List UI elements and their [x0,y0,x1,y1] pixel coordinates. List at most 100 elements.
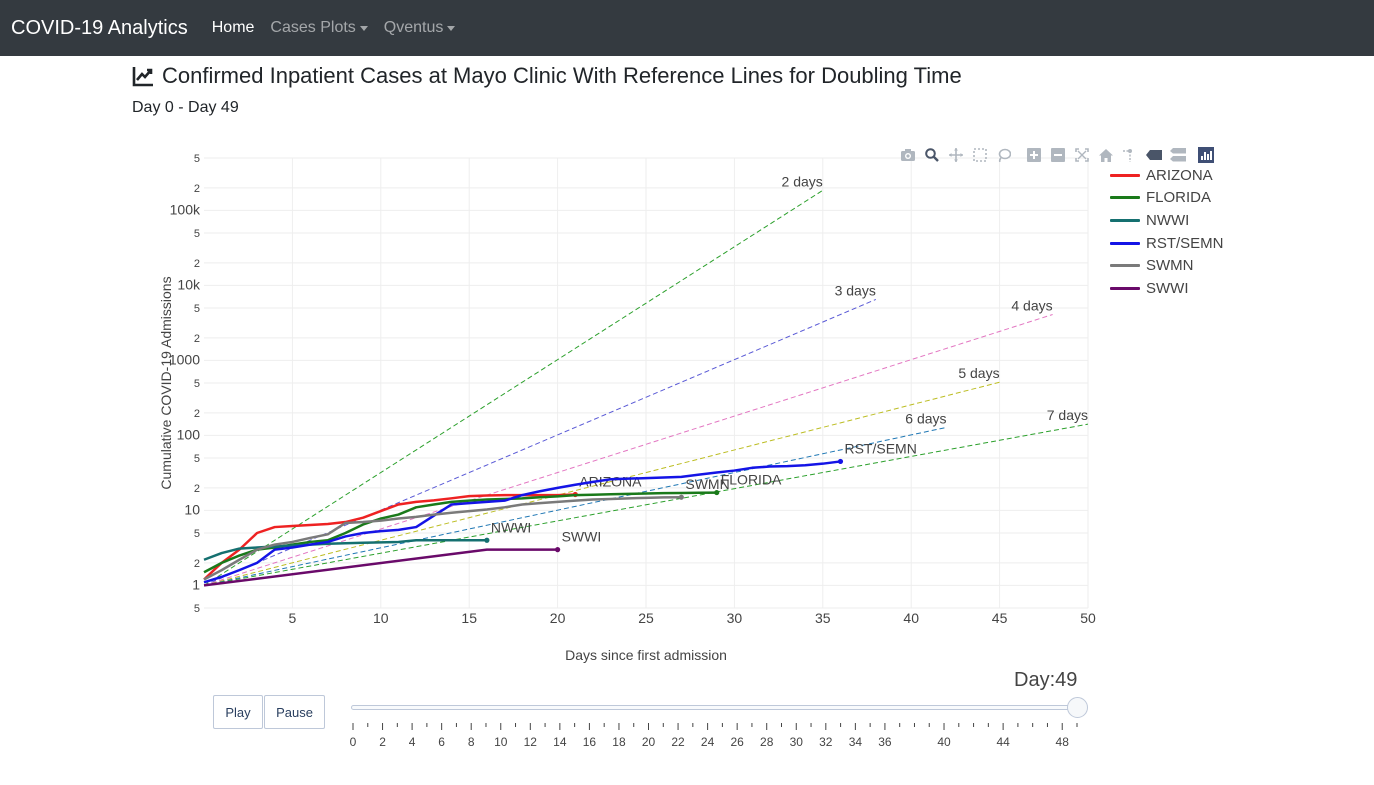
zoom-in-icon[interactable] [1024,145,1044,165]
slider-tick-label: 32 [819,735,833,749]
legend-item-nwwi[interactable]: NWWI [1110,209,1224,232]
legend-item-swmn[interactable]: SWMN [1110,254,1224,277]
slider-tick-label: 2 [379,735,386,749]
y-tick-label: 1 [192,576,200,592]
y-tick-label: 5 [194,528,200,540]
series-end-label: FLORIDA [721,472,782,488]
spike-lines-icon[interactable] [1120,145,1140,165]
nav-home-label: Home [211,19,255,36]
series-end-marker [837,458,844,465]
page-title: Confirmed Inpatient Cases at Mayo Clinic… [132,60,962,92]
series-end-marker [714,489,720,496]
nav-qventus-label: Qventus [383,19,444,36]
slider-tick-label: 12 [524,735,538,749]
slider-current-day-readout: Day:49 [1014,669,1078,691]
series-line-nwwi [203,539,487,561]
reset-axes-icon[interactable] [1096,145,1116,165]
hover-closest-icon[interactable] [1144,145,1164,165]
slider-tick-label: 14 [553,735,567,749]
x-tick-label: 50 [1080,610,1096,626]
series-end-marker [484,537,490,543]
series-end-marker [555,547,561,553]
y-tick-label: 10 [184,501,200,517]
slider-tick-label: 18 [612,735,626,749]
caret-down-icon [447,25,456,31]
reference-line-label: 5 days [958,365,999,381]
caret-down-icon [359,25,368,31]
series-end-label: SWMN [685,476,729,492]
legend-swatch [1110,196,1140,200]
slider-tick-label: 22 [671,735,685,749]
slider-tick-label: 44 [996,735,1010,749]
chart-line-icon [132,67,153,87]
pan-icon[interactable] [946,145,966,165]
slider-tick-label: 8 [468,735,475,749]
legend-label: ARIZONA [1146,166,1213,184]
plotly-logo-icon[interactable] [1198,147,1214,163]
box-select-icon[interactable] [970,145,990,165]
zoom-icon[interactable] [922,145,942,165]
nav-qventus-dropdown[interactable]: Qventus [384,19,456,37]
slider-tick-label: 26 [730,735,744,749]
slider-tick-label: 28 [760,735,774,749]
page-subtitle: Day 0 - Day 49 [132,99,239,116]
legend-item-swwi[interactable]: SWWI [1110,277,1224,300]
x-tick-label: 40 [903,610,919,626]
legend-item-rst-semn[interactable]: RST/SEMN [1110,232,1224,255]
y-tick-label: 5 [194,153,200,165]
reference-line-label: 2 days [782,173,823,189]
x-tick-label: 15 [461,610,477,626]
pause-button[interactable]: Pause [264,695,325,729]
legend-label: FLORIDA [1146,189,1212,207]
day-slider-track[interactable] [351,705,1078,710]
slider-tick-label: 34 [849,735,863,749]
reference-line-7-days [204,423,1088,586]
nav-cases-plots-label: Cases Plots [270,19,356,36]
slider-tick-label: 6 [438,735,445,749]
series-line-arizona [203,493,576,581]
y-tick-label: 2 [194,483,200,495]
nav-home[interactable]: Home [212,19,255,37]
x-tick-label: 45 [992,610,1008,626]
slider-tick-label: 30 [790,735,804,749]
slider-tick-label: 10 [494,735,508,749]
slider-tick-label: 48 [1056,735,1070,749]
x-tick-label: 5 [289,610,297,626]
legend-label: SWMN [1146,257,1194,275]
camera-icon[interactable] [898,145,918,165]
legend-item-florida[interactable]: FLORIDA [1110,187,1224,210]
reference-line-label: 3 days [835,282,876,298]
x-tick-label: 10 [373,610,389,626]
play-button[interactable]: Play [213,695,263,729]
x-tick-label: 35 [815,610,831,626]
legend-label: RST/SEMN [1146,234,1224,252]
navbar-brand[interactable]: COVID-19 Analytics [11,16,188,39]
y-tick-label: 5 [194,303,200,315]
y-tick-label: 1000 [169,351,200,367]
chart-legend: ARIZONA FLORIDA NWWI RST/SEMN SWMN SWWI [1110,164,1224,300]
slider-tick-label: 0 [350,735,357,749]
legend-swatch [1110,241,1140,245]
series-line-swwi [203,548,558,587]
lasso-icon[interactable] [994,145,1014,165]
slider-tick-label: 24 [701,735,715,749]
autoscale-icon[interactable] [1072,145,1092,165]
y-tick-label: 10k [177,276,201,292]
legend-swatch [1110,286,1140,290]
y-tick-label: 2 [194,258,200,270]
legend-item-arizona[interactable]: ARIZONA [1110,164,1224,187]
series-line-swmn [203,495,682,581]
y-tick-label: 2 [194,408,200,420]
zoom-out-icon[interactable] [1048,145,1068,165]
reference-line-5-days [204,381,1000,586]
reference-line-2-days [204,189,824,586]
nav-cases-plots-dropdown[interactable]: Cases Plots [270,19,368,37]
hover-compare-icon[interactable] [1168,145,1188,165]
slider-tick-label: 16 [583,735,597,749]
x-axis-title: Days since first admission [565,647,727,663]
top-navbar: COVID-19 Analytics Home Cases Plots Qven… [0,0,1374,56]
series-end-label: NWWI [491,519,531,535]
day-slider-handle[interactable] [1067,697,1088,718]
slider-tick-label: 4 [409,735,416,749]
